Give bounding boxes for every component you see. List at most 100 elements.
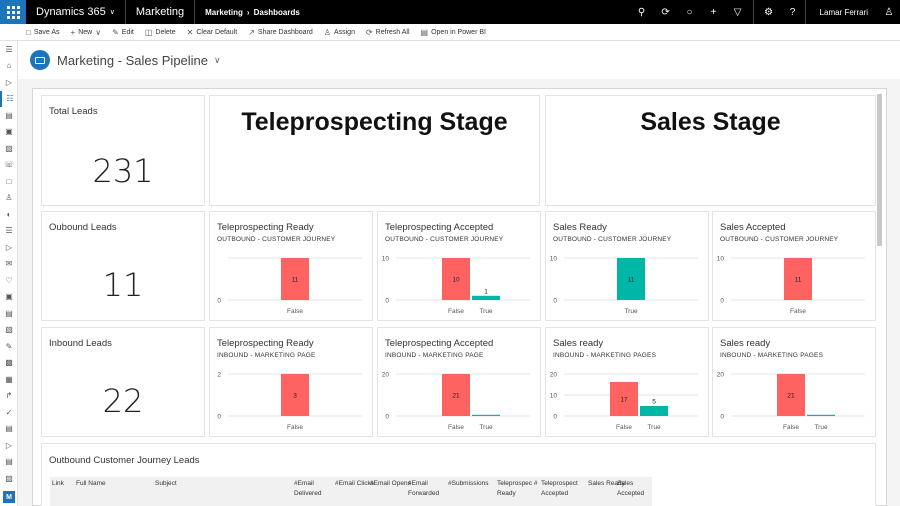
- document-icon[interactable]: ▧: [5, 143, 13, 153]
- area-switcher-icon[interactable]: M: [3, 491, 15, 503]
- save-as-button[interactable]: □ Save As: [26, 27, 60, 37]
- scrollbar-thumb[interactable]: [877, 94, 882, 246]
- scrollbar[interactable]: [877, 94, 883, 506]
- delete-button[interactable]: ◫ Delete: [144, 27, 176, 37]
- gear-icon[interactable]: ⚙: [764, 6, 774, 18]
- dashboard-icon[interactable]: ☷: [0, 90, 18, 107]
- form-icon[interactable]: ▧: [5, 325, 13, 335]
- data-label: 11: [795, 277, 802, 284]
- segment-icon[interactable]: ◐: [6, 209, 12, 219]
- chart-tile[interactable]: Sales ready INBOUND - MARKETING PAGES 20 0 F…: [713, 328, 875, 436]
- database-icon[interactable]: ▤: [5, 457, 13, 467]
- mail-icon[interactable]: ✉: [5, 259, 13, 269]
- chart-tile[interactable]: Sales Accepted OUTBOUND - CUSTOMER JOURNE…: [713, 212, 875, 320]
- bar: [442, 258, 470, 300]
- x-tick-label: True: [647, 424, 661, 431]
- y-tick-label: 10: [550, 393, 558, 400]
- grid-column-header[interactable]: Sales Ready: [588, 480, 625, 487]
- task-icon[interactable]: □: [6, 176, 12, 186]
- help-icon[interactable]: ?: [789, 6, 796, 18]
- tag-icon[interactable]: ▷: [5, 242, 13, 252]
- chart-subtitle: OUTBOUND - CUSTOMER JOURNEY: [217, 236, 336, 243]
- grid-column-header[interactable]: #Email Clicks: [335, 480, 375, 487]
- tag2-icon[interactable]: ▷: [5, 440, 13, 450]
- lightbulb-icon[interactable]: ○: [686, 6, 693, 18]
- total-leads-tile[interactable]: Total Leads 231: [42, 96, 204, 205]
- play-icon[interactable]: ▷: [5, 77, 13, 87]
- grid-column-header[interactable]: Teleprospect Accepted: [541, 480, 578, 497]
- new-button[interactable]: + New ∨: [70, 27, 102, 37]
- task-flow-icon[interactable]: ⟳: [661, 6, 670, 18]
- outbound-leads-tile[interactable]: Oubound Leads 11: [42, 212, 204, 320]
- chart-tile[interactable]: Sales ready INBOUND - MARKETING PAGES 20 10…: [546, 328, 708, 436]
- phone-icon[interactable]: ☏: [3, 160, 14, 170]
- list-icon[interactable]: ☰: [5, 226, 13, 236]
- grid-column-header[interactable]: Sales Accepted: [617, 480, 645, 497]
- grid-column-header[interactable]: #Submissions: [448, 480, 489, 487]
- x-tick-label: True: [814, 424, 828, 431]
- grid-column-header[interactable]: Subject: [155, 480, 177, 487]
- chart-tile[interactable]: Sales Ready OUTBOUND - CUSTOMER JOURNEY 10…: [546, 212, 708, 320]
- chevron-down-icon[interactable]: ∨: [214, 54, 221, 65]
- hamburger-menu-icon[interactable]: ☰: [5, 44, 13, 54]
- share-dashboard-button[interactable]: ↗ Share Dashboard: [248, 27, 313, 37]
- breadcrumb: Marketing › Dashboards: [195, 8, 310, 17]
- tile-title: Oubound Leads: [49, 222, 117, 233]
- user-name[interactable]: Lamar Ferrari: [804, 0, 878, 24]
- heart-icon[interactable]: ♡: [5, 275, 13, 285]
- bar: [281, 374, 309, 416]
- chart-subtitle: OUTBOUND - CUSTOMER JOURNEY: [720, 236, 839, 243]
- search-icon[interactable]: ⚲: [637, 6, 646, 18]
- edit-button[interactable]: ✎ Edit: [112, 27, 134, 37]
- survey-icon[interactable]: ✎: [5, 341, 13, 351]
- grid-column-header[interactable]: Full Name: [76, 480, 106, 487]
- breadcrumb-item-dashboards[interactable]: Dashboards: [253, 7, 300, 17]
- inbound-leads-tile[interactable]: Inbound Leads 22: [42, 328, 204, 436]
- calendar-icon[interactable]: ▣: [5, 127, 13, 137]
- data-label: 21: [452, 393, 460, 400]
- contact-icon[interactable]: ♙: [5, 193, 13, 203]
- app-launcher-button[interactable]: [0, 0, 26, 24]
- x-tick-label: False: [448, 424, 464, 431]
- chart-tile[interactable]: Teleprospecting Accepted OUTBOUND - CUSTO…: [378, 212, 540, 320]
- journey-icon[interactable]: ↱: [5, 391, 13, 401]
- schedule-icon[interactable]: ▤: [5, 308, 13, 318]
- chart-tile[interactable]: Teleprospecting Ready INBOUND - MARKETING…: [210, 328, 372, 436]
- module-name[interactable]: Marketing: [126, 0, 196, 24]
- bar-chart: 10 0 True 11: [550, 256, 698, 315]
- user-avatar-icon[interactable]: ♙: [884, 6, 894, 18]
- bar-chart: 10 0 False 11: [717, 256, 865, 315]
- grid-column-header[interactable]: Link: [52, 480, 64, 487]
- chart-subtitle: INBOUND - MARKETING PAGES: [720, 352, 824, 359]
- plus-icon[interactable]: +: [710, 6, 717, 18]
- event-icon[interactable]: ▣: [5, 292, 13, 302]
- lead-scoring-icon[interactable]: ✓: [5, 407, 13, 417]
- chart-tile[interactable]: Teleprospecting Accepted INBOUND - MARKET…: [378, 328, 540, 436]
- keyboard-icon[interactable]: ▦: [5, 374, 13, 384]
- breadcrumb-item-marketing[interactable]: Marketing: [205, 7, 243, 17]
- refresh-all-button[interactable]: ⟳ Refresh All: [365, 27, 410, 37]
- person-icon: ♙: [323, 27, 331, 37]
- clear-default-button[interactable]: ✕ Clear Default: [186, 27, 238, 37]
- app-switcher[interactable]: Dynamics 365 ∨: [26, 0, 126, 24]
- open-in-power-bi-button[interactable]: ▤ Open in Power BI: [420, 27, 486, 37]
- dashboard-title[interactable]: Marketing - Sales Pipeline: [57, 52, 209, 68]
- y-tick-label: 20: [550, 372, 558, 379]
- y-tick-label: 0: [720, 414, 724, 421]
- assign-button[interactable]: ♙ Assign: [323, 27, 355, 37]
- report-icon[interactable]: ▩: [5, 358, 13, 368]
- waffle-icon: [6, 5, 20, 19]
- grid-column-header[interactable]: #Email Opens: [370, 480, 411, 487]
- clipboard-icon[interactable]: ▤: [5, 110, 13, 120]
- page-icon[interactable]: ▤: [5, 424, 13, 434]
- data-label: 17: [620, 397, 628, 404]
- data-label: 10: [452, 277, 460, 284]
- chart-tile[interactable]: Teleprospecting Ready OUTBOUND - CUSTOMER…: [210, 212, 372, 320]
- filter-icon[interactable]: ▽: [733, 6, 742, 18]
- grid-column-header[interactable]: #Email Forwarded: [408, 480, 440, 497]
- home-icon[interactable]: ⌂: [6, 61, 12, 71]
- archive-icon[interactable]: ▧: [5, 473, 13, 483]
- y-tick-label: 0: [553, 298, 557, 305]
- grid-column-header[interactable]: Teleprospec # Ready: [497, 480, 538, 497]
- grid-column-header[interactable]: #Email Delivered: [294, 480, 322, 497]
